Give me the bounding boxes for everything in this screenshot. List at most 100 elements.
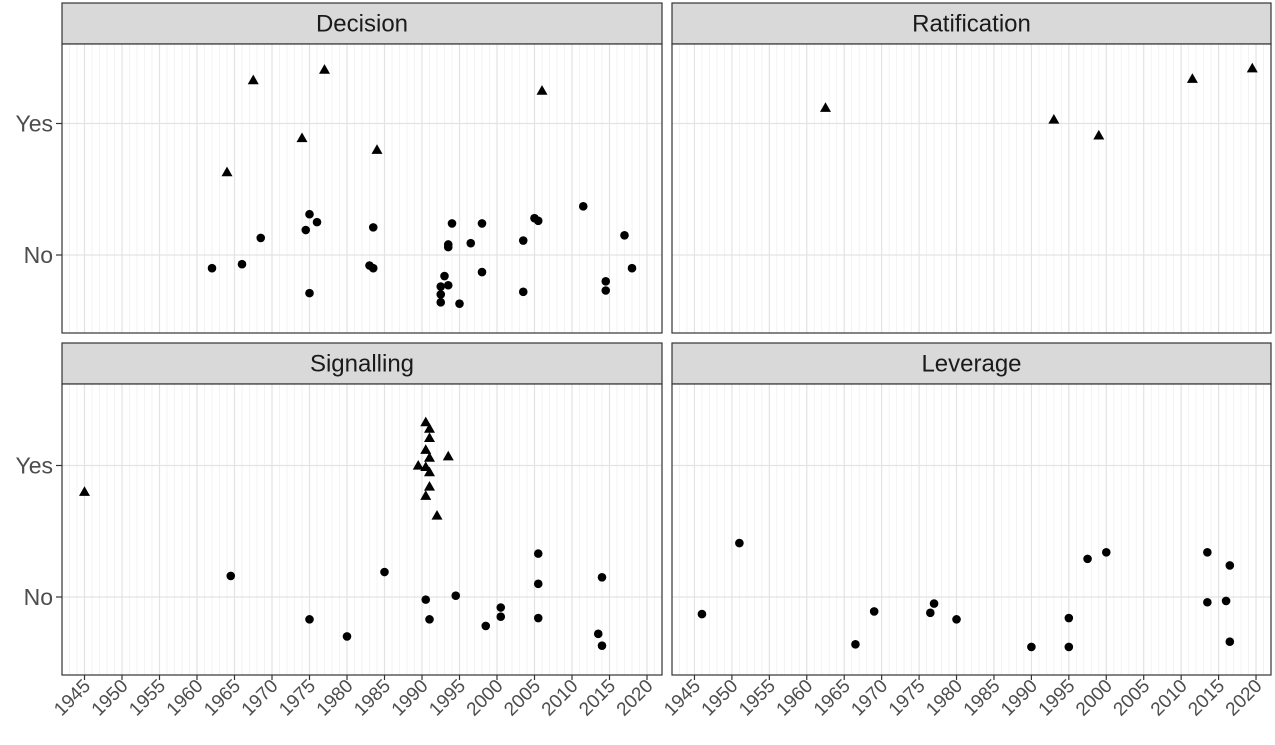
x-tick-label: 1975 [885,676,930,721]
data-point-circle [1203,597,1212,607]
data-point-circle [443,240,453,249]
x-tick-label: 1950 [88,676,133,721]
data-point-circle [533,579,543,589]
data-point-circle [1221,596,1231,606]
data-point-circle [578,202,588,211]
data-point-circle [447,219,457,228]
data-point-circle [342,632,352,641]
data-point-circle [593,629,603,639]
data-point-circle [735,538,744,548]
data-point-triangle [536,85,548,95]
data-point-circle [436,290,446,299]
data-point-circle [477,267,487,277]
data-point-circle [451,591,461,600]
data-point-circle [496,603,506,612]
x-tick-label: 2000 [1072,676,1117,721]
x-tick-label: 1990 [997,676,1042,721]
data-point-circle [436,298,446,307]
y-tick-label-yes: Yes [15,453,53,479]
data-point-circle [368,223,378,232]
x-tick-label: 1945 [660,676,705,721]
data-point-circle [627,263,637,273]
data-point-triangle [1246,62,1258,73]
facet-strip-background [671,2,1272,45]
data-point-circle [1083,554,1092,564]
x-tick-label: 2000 [463,676,508,721]
data-point-triangle [424,452,435,462]
facet-panel-decision: Decision [61,2,663,334]
panel-border [61,383,663,676]
x-tick-label: 1960 [163,676,208,721]
x-tick-label: 1945 [50,676,95,721]
data-point-circle [237,259,247,269]
x-tick-label: 2005 [1110,676,1155,721]
data-point-triangle [1048,114,1060,124]
y-axis-bottom-row: Yes No [15,453,62,610]
data-point-circle [436,282,446,291]
x-tick-label: 2010 [1147,676,1192,721]
data-point-circle [425,615,434,624]
data-point-triangle [424,423,435,433]
x-tick-label: 1980 [313,676,358,721]
data-point-circle [533,216,543,226]
panel-border [671,43,1272,334]
data-point-circle [601,286,611,295]
data-point-circle [620,230,629,240]
data-point-circle [1203,547,1212,557]
x-tick-label: 1965 [200,676,245,721]
data-point-triangle [420,444,432,454]
data-point-circle [301,225,311,235]
y-tick-label-no: No [24,584,53,610]
data-point-triangle [79,486,90,496]
data-point-circle [1101,547,1111,557]
data-point-circle [477,219,487,228]
data-point-circle [1027,642,1036,652]
data-point-triangle [424,432,435,443]
data-point-circle [533,549,543,558]
data-point-circle [1225,561,1235,570]
x-axis-left-column: 1945195019551960196519701975198019851990… [50,675,658,721]
data-point-circle [443,280,453,290]
data-point-circle [697,609,707,619]
data-point-circle [455,299,464,308]
y-tick-label-yes: Yes [15,111,53,137]
panel-border [671,383,1272,676]
data-point-circle [533,613,543,623]
data-point-triangle [1093,129,1105,140]
data-point-circle [312,217,322,227]
facet-panel-ratification: Ratification [671,2,1272,334]
data-point-circle [597,641,607,650]
data-point-triangle [247,74,259,85]
data-point-circle [518,287,528,297]
facet-panel-signalling: Signalling [61,342,663,676]
x-tick-label: 2005 [500,676,545,721]
x-tick-label: 1995 [1035,676,1080,721]
data-point-triangle [420,416,432,427]
facet-strip-background [671,342,1272,385]
x-tick-label: 1985 [350,676,395,721]
data-point-triangle [221,166,233,177]
data-point-circle [926,608,935,618]
panel-border [61,43,663,334]
data-point-triangle [319,64,330,74]
data-point-circle [496,612,506,622]
data-point-triangle [296,132,308,143]
data-point-triangle [412,460,424,470]
data-point-triangle [1186,73,1198,83]
data-point-circle [305,209,314,219]
data-point-circle [305,615,314,624]
facet-panel-leverage: Leverage [671,342,1272,676]
data-point-circle [929,599,939,608]
x-tick-label: 1970 [238,676,283,721]
data-point-circle [518,236,528,245]
facet-title-ratification: Ratification [912,11,1031,38]
data-point-triangle [371,144,383,154]
data-point-circle [440,271,449,281]
x-tick-label: 1960 [773,676,818,721]
x-tick-label: 1975 [275,676,320,721]
x-tick-label: 1980 [922,676,967,721]
x-tick-label: 1990 [388,676,433,721]
data-point-triangle [442,450,454,461]
x-tick-label: 1965 [810,676,855,721]
